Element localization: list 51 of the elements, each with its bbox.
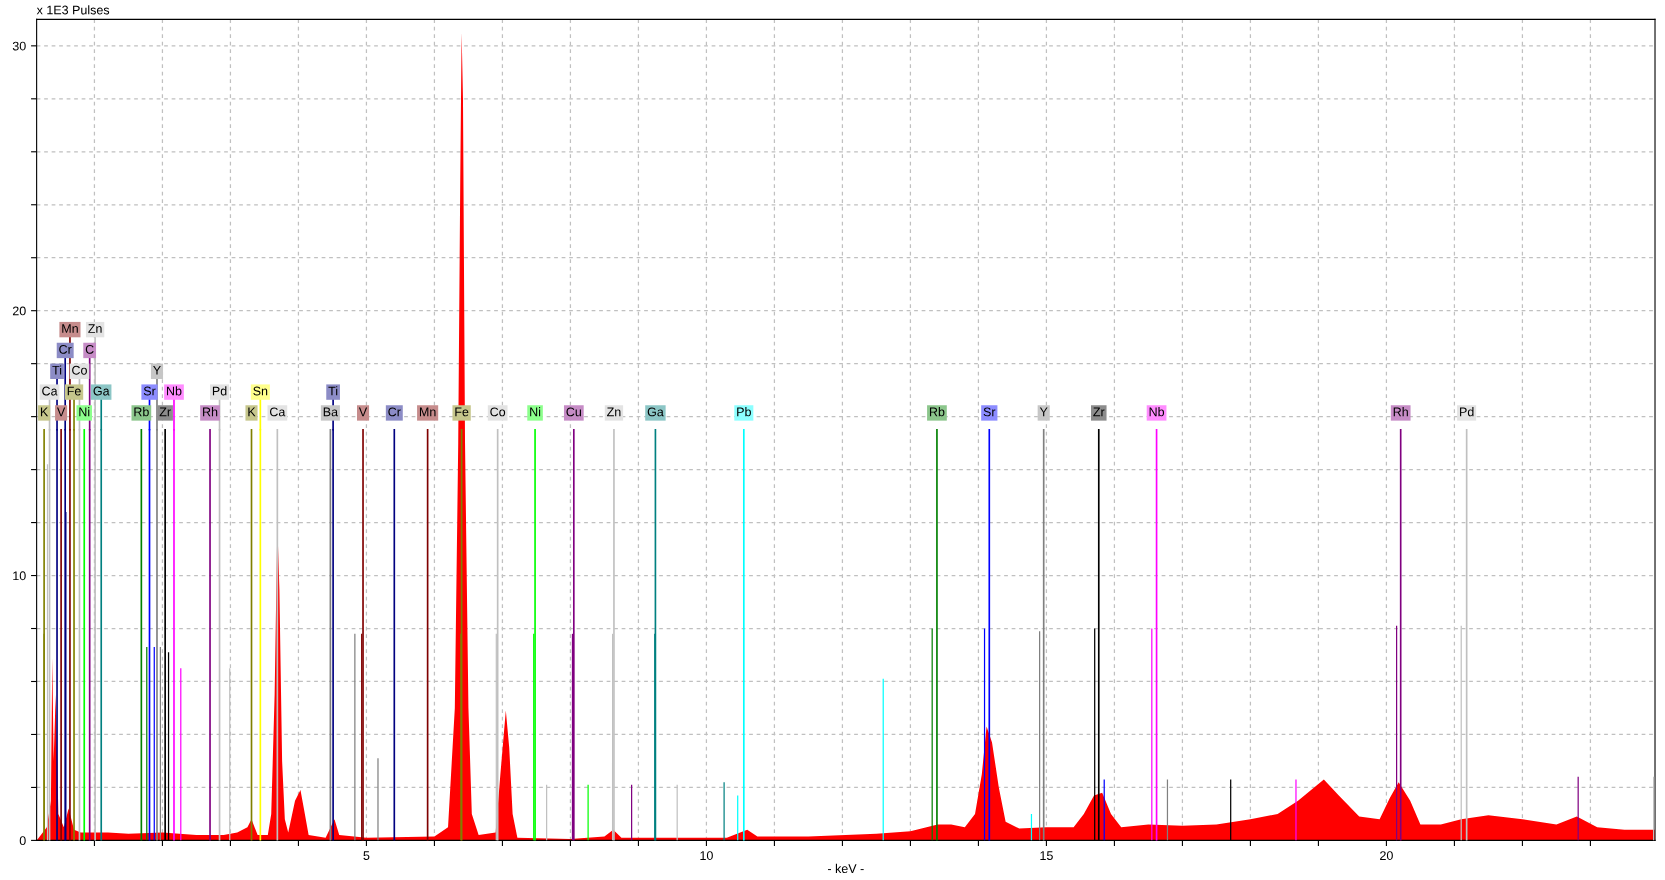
ref-line-label: Mn <box>62 324 78 333</box>
ref-line-label: Co <box>72 365 87 375</box>
ref-line-label: Sr <box>143 386 156 396</box>
ref-line-label: V <box>358 407 368 417</box>
ref-line-label: Ba <box>323 407 339 417</box>
x-tick-label: 10 <box>700 851 713 860</box>
y-tick-label: 30 <box>12 41 26 51</box>
ref-line-label: C <box>85 344 94 354</box>
ref-line-label: Zn <box>88 324 102 333</box>
ref-line-label: Y <box>153 365 161 375</box>
ref-line-label: Ga <box>93 386 110 396</box>
ref-line-label: Fe <box>67 386 81 396</box>
ref-line-label: Zr <box>1093 407 1105 417</box>
ref-line-label: V <box>57 407 66 417</box>
ref-line-label: Nb <box>1149 407 1165 417</box>
ref-line-label: Ga <box>647 407 664 417</box>
ref-line-label: Mn <box>419 407 436 417</box>
ref-line-label: Fe <box>455 407 469 417</box>
ref-line-label: Sr <box>983 407 996 417</box>
ref-line-label: Ca <box>269 407 286 417</box>
ref-line-label: Ti <box>328 386 338 396</box>
ref-line-label: Y <box>1039 407 1048 417</box>
ref-line-label: Cr <box>59 344 72 354</box>
ref-line-label: Pd <box>1460 407 1474 417</box>
y-tick-label: 10 <box>13 571 26 581</box>
x-tick-label: 5 <box>363 851 370 860</box>
ref-line-label: Cr <box>388 407 401 417</box>
x-tick-label: 15 <box>1040 851 1053 860</box>
x-axis-title: - keV - <box>827 863 864 874</box>
ref-line-label: K <box>40 407 49 417</box>
ref-line-label: Ni <box>79 407 90 417</box>
y-tick-label: 0 <box>19 836 26 846</box>
ref-line-label: Rb <box>929 407 945 417</box>
ref-line-label: Sn <box>253 386 268 396</box>
ref-line-label: Zn <box>607 407 621 417</box>
ref-line-label: Rb <box>134 407 149 417</box>
ref-line-label: Rh <box>1393 407 1408 417</box>
ref-line-label: Rh <box>203 407 218 417</box>
ref-line-label: Pb <box>737 407 751 417</box>
ref-line-label: Ca <box>42 386 58 396</box>
ref-line-label: Pd <box>212 386 227 396</box>
ref-line-label: Nb <box>167 386 182 396</box>
x-tick-label: 20 <box>1380 851 1393 860</box>
ref-line-label: Cu <box>566 407 581 417</box>
y-tick-label: 20 <box>12 306 26 316</box>
ref-line-label: K <box>248 407 256 417</box>
y-axis-title: x 1E3 Pulses <box>36 5 110 15</box>
ref-line-label: Ti <box>52 365 62 375</box>
ref-line-label: Zr <box>159 407 171 417</box>
ref-line-label: Co <box>490 407 506 417</box>
ref-line-label: Ni <box>530 407 541 417</box>
